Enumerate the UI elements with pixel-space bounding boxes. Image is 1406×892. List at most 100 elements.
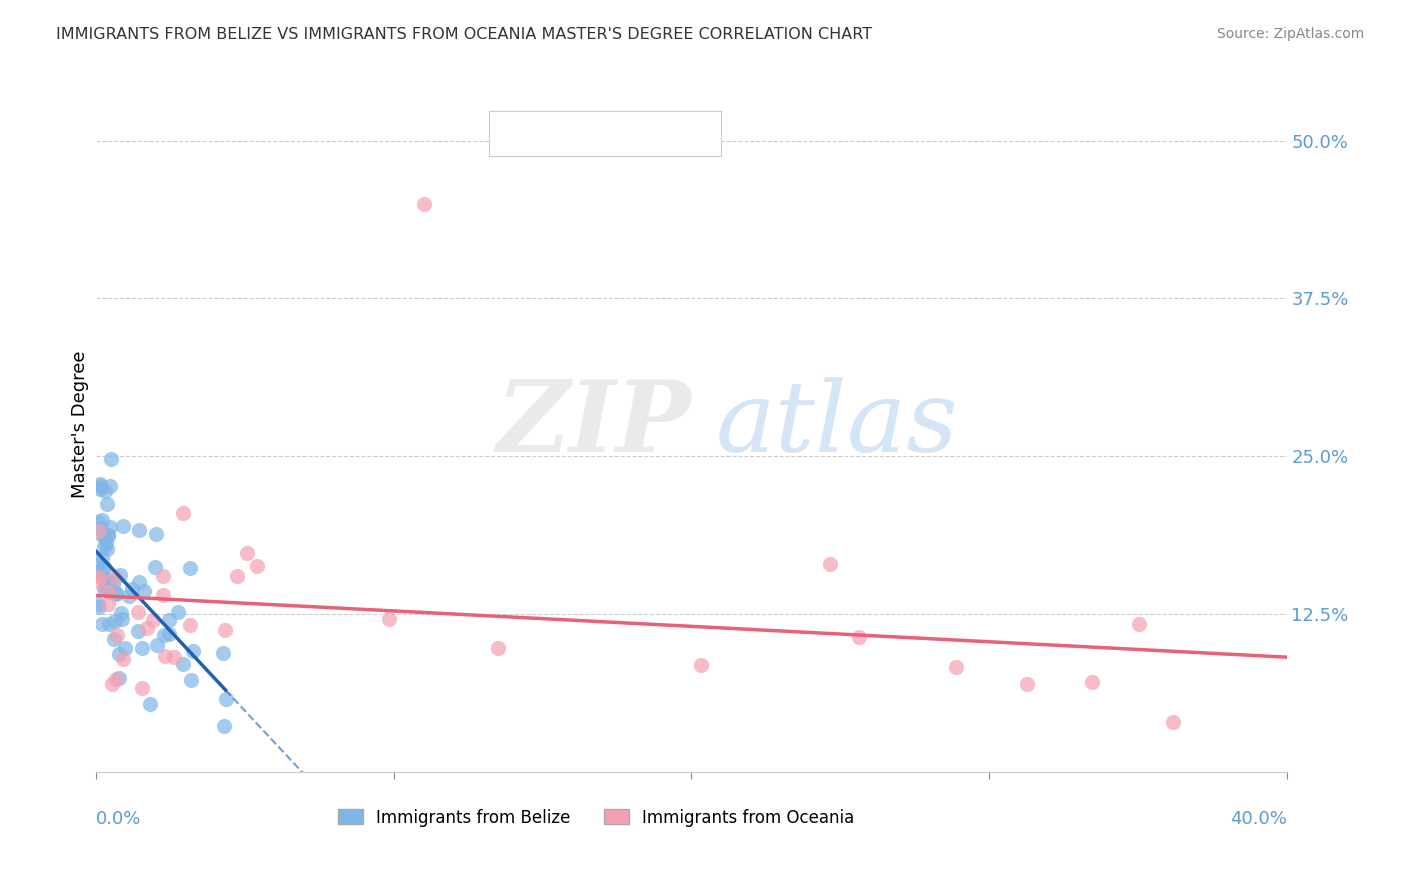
Point: [100, 452, 122, 467]
Point: [105, 587, 128, 601]
Point: [89, 524, 111, 538]
Point: [91, 528, 114, 542]
Point: [94, 483, 117, 498]
Point: [97, 616, 120, 631]
Point: [96, 573, 118, 587]
Point: [118, 589, 141, 603]
Text: R =: R =: [529, 115, 561, 130]
Point: [86, 515, 108, 529]
Point: [98, 574, 121, 589]
Point: [89, 570, 111, 584]
Point: [97, 529, 120, 543]
Point: [111, 612, 134, 626]
Text: 68: 68: [662, 115, 683, 130]
Point: [214, 623, 236, 637]
Point: [127, 624, 149, 638]
Text: N =: N =: [626, 136, 659, 151]
Point: [98, 479, 121, 493]
Point: [214, 691, 236, 706]
Point: [96, 579, 118, 593]
Point: [90, 616, 112, 631]
Point: [167, 605, 190, 619]
Point: [90, 522, 112, 536]
Point: [97, 597, 120, 611]
Point: [97, 582, 120, 597]
Point: [212, 646, 235, 660]
Point: [101, 577, 124, 591]
Point: [100, 520, 122, 534]
Point: [145, 527, 167, 541]
Point: [152, 588, 174, 602]
Point: [93, 532, 115, 546]
Point: [97, 583, 120, 598]
Point: [820, 558, 842, 572]
Point: [108, 671, 131, 685]
Point: [104, 586, 127, 600]
Point: [152, 569, 174, 583]
Point: [86, 566, 108, 581]
Point: [87, 599, 110, 614]
Text: atlas: atlas: [716, 377, 957, 473]
Text: 40.0%: 40.0%: [1230, 810, 1286, 829]
Text: 0.0%: 0.0%: [96, 810, 142, 829]
Point: [89, 479, 111, 493]
Point: [412, 196, 434, 211]
Point: [112, 518, 135, 533]
Point: [103, 632, 125, 646]
Point: [127, 605, 149, 619]
Point: [225, 569, 247, 583]
Point: [96, 580, 118, 594]
Point: [1015, 677, 1038, 691]
Point: [172, 506, 194, 520]
Point: [89, 574, 111, 589]
Point: [145, 638, 167, 652]
Point: [96, 542, 118, 557]
Point: [94, 536, 117, 550]
Point: [110, 568, 132, 582]
Point: [110, 607, 132, 621]
Point: [157, 626, 180, 640]
Point: [108, 648, 131, 662]
Point: [172, 657, 194, 672]
Point: [96, 497, 118, 511]
Point: [131, 641, 153, 656]
Text: Source: ZipAtlas.com: Source: ZipAtlas.com: [1216, 27, 1364, 41]
Text: 34: 34: [662, 136, 683, 151]
Text: R =: R =: [529, 136, 561, 151]
Point: [848, 630, 870, 644]
Point: [236, 546, 259, 560]
Point: [1081, 674, 1104, 689]
Point: [86, 557, 108, 571]
Point: [157, 613, 180, 627]
Point: [138, 697, 160, 711]
Point: [153, 649, 176, 664]
Point: [93, 559, 115, 574]
Text: -0.113: -0.113: [567, 136, 620, 151]
Text: ZIP: ZIP: [496, 376, 692, 473]
Point: [104, 673, 127, 687]
Point: [89, 477, 111, 491]
Text: IMMIGRANTS FROM BELIZE VS IMMIGRANTS FROM OCEANIA MASTER'S DEGREE CORRELATION CH: IMMIGRANTS FROM BELIZE VS IMMIGRANTS FRO…: [56, 27, 872, 42]
Point: [91, 560, 114, 574]
Legend: Immigrants from Belize, Immigrants from Oceania: Immigrants from Belize, Immigrants from …: [332, 802, 860, 833]
Point: [91, 512, 114, 526]
Point: [1128, 616, 1150, 631]
Point: [105, 627, 128, 641]
Point: [163, 650, 186, 665]
Point: [214, 719, 236, 733]
Point: [86, 597, 108, 611]
Point: [181, 644, 204, 658]
Point: [143, 559, 166, 574]
Point: [97, 528, 120, 542]
Point: [98, 584, 121, 599]
Point: [945, 660, 967, 674]
Text: N =: N =: [626, 115, 659, 130]
Point: [1161, 715, 1184, 730]
Point: [128, 574, 150, 589]
Point: [104, 615, 127, 629]
Point: [246, 558, 269, 573]
Point: [89, 482, 111, 496]
FancyBboxPatch shape: [495, 116, 522, 132]
Point: [378, 612, 401, 626]
Point: [180, 673, 202, 687]
